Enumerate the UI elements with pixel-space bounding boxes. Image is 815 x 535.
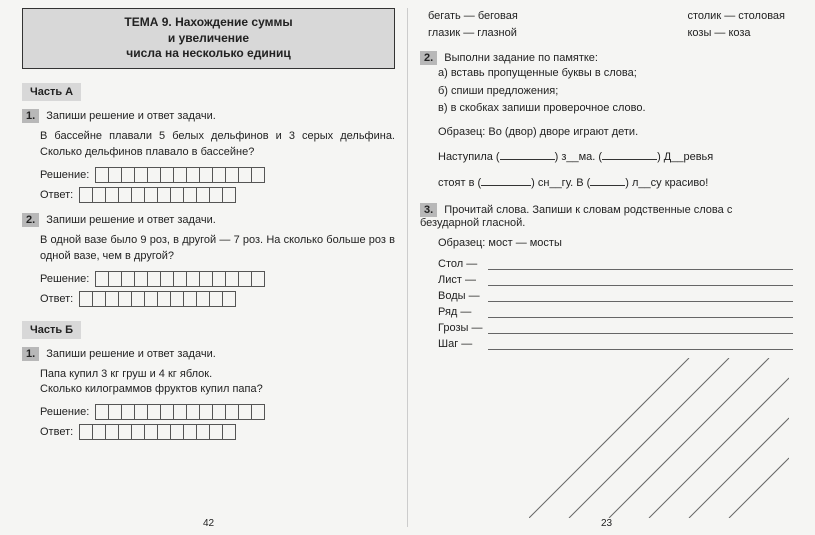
subtask: б) спиши предложения; (438, 83, 793, 101)
answer-row: Ответ: (40, 424, 395, 440)
right-page: бегать — беговая глазик — глазной столик… (408, 8, 805, 527)
word-label: Воды — (438, 290, 488, 302)
word-line[interactable]: Лист — (438, 274, 793, 286)
answer-row: Ответ: (40, 291, 395, 307)
task-body: Папа купил 3 кг груш и 4 кг яблок. Сколь… (40, 367, 395, 399)
word-line[interactable]: Шаг — (438, 338, 793, 350)
task-3: 1. Запиши решение и ответ задачи. Папа к… (22, 347, 395, 441)
pair: бегать — беговая (428, 8, 518, 25)
page-number: 42 (10, 518, 407, 529)
sample: Образец: Во (двор) дворе играют дети. (438, 124, 793, 142)
part-a-label: Часть А (22, 83, 81, 101)
answer-row: Ответ: (40, 187, 395, 203)
solution-row: Решение: (40, 167, 395, 183)
word-label: Шаг — (438, 338, 488, 350)
word-blank[interactable] (488, 290, 793, 302)
task-title: Выполни задание по памятке: (444, 52, 598, 64)
task-number: 1. (22, 347, 39, 361)
answer-cells[interactable] (79, 291, 236, 307)
solution-row: Решение: (40, 404, 395, 420)
word-line[interactable]: Грозы — (438, 322, 793, 334)
solution-cells[interactable] (95, 167, 265, 183)
task-title: Прочитай слова. Запиши к словам родствен… (420, 204, 732, 229)
task-body: В одной вазе было 9 роз, в другой — 7 ро… (40, 233, 395, 265)
pair: глазик — глазной (428, 25, 518, 42)
word-label: Грозы — (438, 322, 488, 334)
task-number: 2. (420, 51, 437, 65)
pair: столик — столовая (687, 8, 785, 25)
fill-line[interactable]: Наступила () з__ма. () Д__ревья (438, 149, 793, 167)
word-label: Ряд — (438, 306, 488, 318)
solution-label: Решение: (40, 169, 89, 181)
answer-cells[interactable] (79, 424, 236, 440)
task-number: 3. (420, 203, 437, 217)
task-number: 2. (22, 213, 39, 227)
word-blank[interactable] (488, 322, 793, 334)
word-blank[interactable] (488, 274, 793, 286)
task-r2: 2. Выполни задание по памятке: а) вставь… (420, 51, 793, 193)
word-pairs: бегать — беговая глазик — глазной столик… (420, 8, 793, 41)
word-line[interactable]: Ряд — (438, 306, 793, 318)
solution-row: Решение: (40, 271, 395, 287)
task-title: Запиши решение и ответ задачи. (46, 214, 216, 226)
title-line: ТЕМА 9. Нахождение суммы (31, 15, 386, 31)
subtask: а) вставь пропущенные буквы в слова; (438, 65, 793, 83)
solution-label: Решение: (40, 273, 89, 285)
topic-title: ТЕМА 9. Нахождение суммы и увеличение чи… (22, 8, 395, 69)
answer-cells[interactable] (79, 187, 236, 203)
answer-label: Ответ: (40, 189, 73, 201)
word-line[interactable]: Стол — (438, 258, 793, 270)
subtask: в) в скобках запиши проверочное слово. (438, 100, 793, 118)
task-2: 2. Запиши решение и ответ задачи. В одно… (22, 213, 395, 307)
solution-cells[interactable] (95, 404, 265, 420)
title-line: и увеличение (31, 31, 386, 47)
word-blank[interactable] (488, 306, 793, 318)
part-b-label: Часть Б (22, 321, 81, 339)
answer-label: Ответ: (40, 426, 73, 438)
hatching-pattern (529, 358, 789, 518)
task-r3: 3. Прочитай слова. Запиши к словам родст… (420, 203, 793, 351)
task-body: В бассейне плавали 5 белых дельфинов и 3… (40, 129, 395, 161)
fill-line[interactable]: стоят в () сн__гу. В () л__су красиво! (438, 175, 793, 193)
task-1: 1. Запиши решение и ответ задачи. В басс… (22, 109, 395, 203)
task-number: 1. (22, 109, 39, 123)
left-page: ТЕМА 9. Нахождение суммы и увеличение чи… (10, 8, 408, 527)
word-blank[interactable] (488, 258, 793, 270)
pair: козы — коза (687, 25, 785, 42)
sample: Образец: мост — мосты (438, 235, 793, 253)
word-line[interactable]: Воды — (438, 290, 793, 302)
task-title: Запиши решение и ответ задачи. (46, 110, 216, 122)
page-number: 23 (408, 518, 805, 529)
word-label: Лист — (438, 274, 488, 286)
word-blank[interactable] (488, 338, 793, 350)
solution-label: Решение: (40, 406, 89, 418)
word-label: Стол — (438, 258, 488, 270)
task-title: Запиши решение и ответ задачи. (46, 348, 216, 360)
answer-label: Ответ: (40, 293, 73, 305)
title-line: числа на несколько единиц (31, 46, 386, 62)
solution-cells[interactable] (95, 271, 265, 287)
